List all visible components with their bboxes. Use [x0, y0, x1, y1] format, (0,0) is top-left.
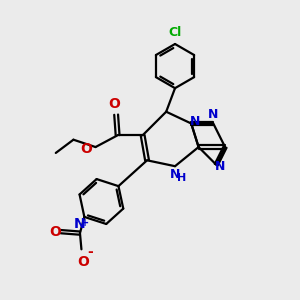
Text: O: O [108, 97, 120, 111]
Text: N: N [190, 115, 200, 128]
Text: N: N [208, 108, 218, 121]
Text: -: - [87, 245, 92, 259]
Text: H: H [177, 173, 186, 183]
Text: N: N [170, 168, 180, 181]
Text: O: O [77, 255, 89, 268]
Text: O: O [81, 142, 93, 155]
Text: N: N [214, 160, 225, 173]
Text: +: + [81, 218, 89, 228]
Text: O: O [50, 225, 61, 238]
Text: Cl: Cl [168, 26, 182, 39]
Text: N: N [74, 217, 85, 231]
